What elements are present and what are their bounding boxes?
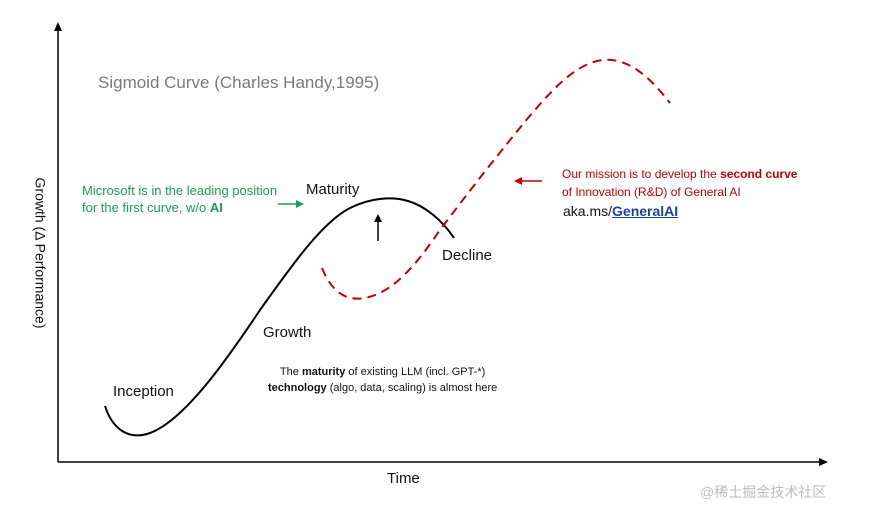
llm-note-line2: technology (algo, data, scaling) is almo… xyxy=(268,381,498,394)
microsoft-position-note: Microsoft is in the leading position for… xyxy=(82,183,277,217)
first-sigmoid-curve xyxy=(104,197,455,437)
link-prefix: aka.ms/ xyxy=(563,203,613,219)
mission-note-line1: Our mission is to develop the second cur… xyxy=(562,167,798,181)
llm-note-line1: The maturity of existing LLM (incl. GPT-… xyxy=(279,366,486,378)
x-axis-label: Time xyxy=(387,470,420,487)
y-axis-label: Growth (Δ Performance) xyxy=(32,177,49,329)
microsoft-note-line1: Microsoft is in the leading position xyxy=(82,183,278,198)
stage-label-inception: Inception xyxy=(113,383,174,400)
mission-note: Our mission is to develop the second cur… xyxy=(562,165,797,201)
general-ai-link-row: aka.ms/GeneralAI xyxy=(563,203,678,220)
diagram-title: Sigmoid Curve (Charles Handy,1995) xyxy=(98,73,380,92)
microsoft-note-line2: for the first curve, w/o AI xyxy=(82,199,223,215)
watermark: @稀土掘金技术社区 xyxy=(700,484,827,500)
stage-label-maturity: Maturity xyxy=(306,181,360,198)
stage-label-growth: Growth xyxy=(263,324,312,341)
general-ai-link[interactable]: GeneralAI xyxy=(612,203,679,219)
stage-label-decline: Decline xyxy=(442,247,493,264)
llm-maturity-note: The maturity of existing LLM (incl. GPT-… xyxy=(268,365,497,397)
mission-note-line2: of Innovation (R&D) of General AI xyxy=(562,185,741,199)
second-sigmoid-curve xyxy=(321,58,671,300)
